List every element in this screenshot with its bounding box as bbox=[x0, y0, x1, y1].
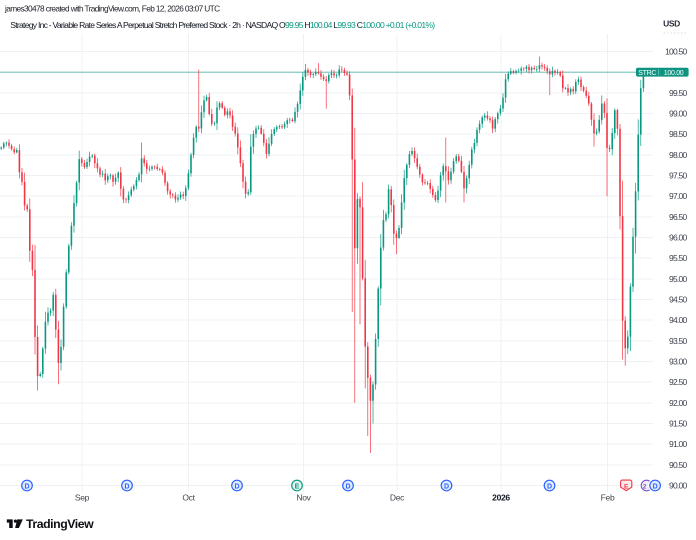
svg-text:Dec: Dec bbox=[390, 493, 405, 503]
svg-text:D: D bbox=[234, 483, 239, 490]
svg-text:D: D bbox=[345, 483, 350, 490]
svg-text:D: D bbox=[444, 483, 449, 490]
svg-text:93.50: 93.50 bbox=[669, 336, 688, 346]
svg-text:TradingView: TradingView bbox=[26, 517, 94, 531]
svg-text:98.00: 98.00 bbox=[669, 150, 688, 160]
svg-text:100.00: 100.00 bbox=[664, 70, 684, 77]
svg-text:Feb: Feb bbox=[601, 493, 615, 503]
svg-text:2: 2 bbox=[643, 483, 647, 490]
svg-text:D: D bbox=[124, 483, 129, 490]
svg-text:96.50: 96.50 bbox=[669, 212, 688, 222]
svg-text:95.50: 95.50 bbox=[669, 253, 688, 263]
svg-text:94.00: 94.00 bbox=[669, 315, 688, 325]
svg-text:Strategy Inc - Variable Rate S: Strategy Inc - Variable Rate Series A Pe… bbox=[10, 20, 435, 30]
svg-text:92.00: 92.00 bbox=[669, 398, 688, 408]
svg-text:E: E bbox=[295, 483, 300, 490]
svg-text:95.00: 95.00 bbox=[669, 274, 688, 284]
svg-text:100.50: 100.50 bbox=[665, 47, 688, 57]
svg-text:D: D bbox=[24, 483, 29, 490]
svg-text:98.50: 98.50 bbox=[669, 129, 688, 139]
svg-text:USD: USD bbox=[663, 19, 680, 29]
svg-text:91.00: 91.00 bbox=[669, 439, 688, 449]
svg-text:Nov: Nov bbox=[296, 493, 311, 503]
svg-text:Sep: Sep bbox=[75, 493, 90, 503]
svg-text:91.50: 91.50 bbox=[669, 419, 688, 429]
svg-text:90.00: 90.00 bbox=[669, 481, 688, 491]
svg-text:james30478 created with Tradin: james30478 created with TradingView.com,… bbox=[4, 4, 220, 14]
svg-text:D: D bbox=[547, 483, 552, 490]
svg-text:99.00: 99.00 bbox=[669, 109, 688, 119]
svg-text:97.00: 97.00 bbox=[669, 191, 688, 201]
svg-text:99.50: 99.50 bbox=[669, 88, 688, 98]
svg-text:92.50: 92.50 bbox=[669, 377, 688, 387]
svg-text:90.50: 90.50 bbox=[669, 460, 688, 470]
svg-text:2026: 2026 bbox=[492, 493, 510, 503]
svg-text:Oct: Oct bbox=[182, 493, 195, 503]
svg-text:STRC: STRC bbox=[638, 70, 656, 77]
svg-text:97.50: 97.50 bbox=[669, 171, 688, 181]
svg-text:93.00: 93.00 bbox=[669, 357, 688, 367]
svg-text:D: D bbox=[653, 483, 658, 490]
svg-text:94.50: 94.50 bbox=[669, 295, 688, 305]
svg-text:96.00: 96.00 bbox=[669, 233, 688, 243]
svg-text:E: E bbox=[624, 483, 629, 490]
